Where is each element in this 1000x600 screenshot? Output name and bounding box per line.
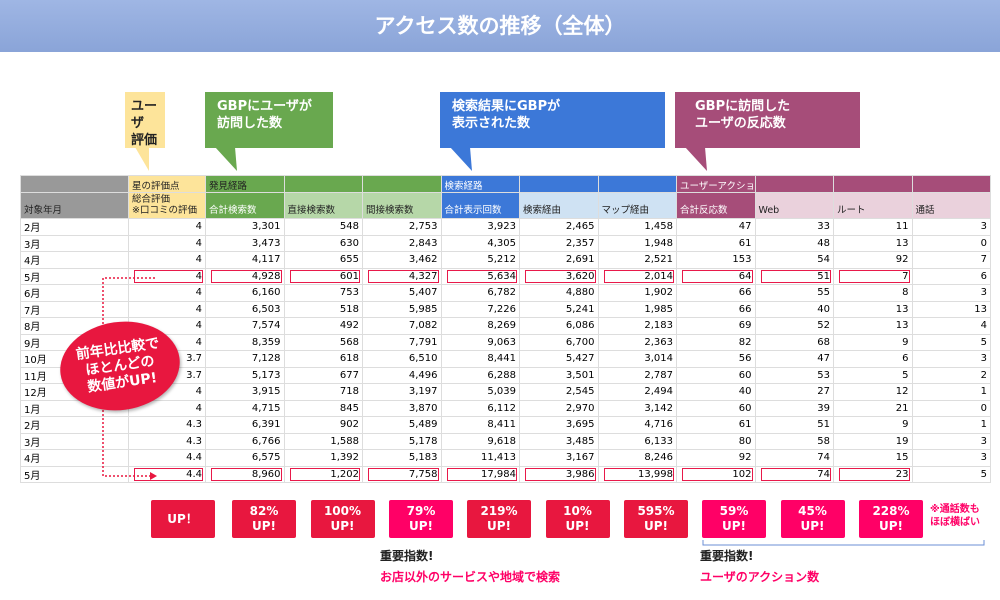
table-row: 3月 4 3,473 630 2,843 4,305 2,357 1,948 61 48 13 0 — [20, 234, 991, 252]
callout-text: 検索結果にGBPが 表示された数 — [452, 99, 561, 131]
change-badge: 10% UP! — [545, 500, 610, 538]
note-sub-1: お店以外のサービスや地域で検索 — [380, 570, 561, 584]
callout-tail — [450, 147, 472, 171]
note-title-1: 重要指数! — [380, 549, 434, 563]
callout-user-rating: ユーザ 評価 — [125, 92, 165, 171]
change-badge: 595% UP! — [624, 500, 688, 538]
column-header: 間接検索数 — [362, 192, 442, 219]
column-header: 対象年月 — [20, 192, 129, 219]
value-cell: 4,928 — [205, 267, 285, 285]
value-cell: 1,202 — [283, 465, 363, 483]
change-badge: 82% UP! — [232, 500, 296, 538]
value-cell: 17,984 — [440, 465, 520, 483]
value-cell: 5 — [911, 465, 991, 483]
month-cell: 5月 — [20, 465, 129, 483]
change-badge: 228% UP! — [859, 500, 923, 538]
table-row: 4月 4 4,117 655 3,462 5,212 2,691 2,521 153 54 92 7 — [20, 251, 991, 269]
table-row: 4月 4.4 6,575 1,392 5,183 11,413 3,167 8,246 92 74… — [20, 449, 991, 467]
table-row: 3月 4.3 6,766 1,588 5,178 9,618 3,485 6,133 80 58 1… — [20, 432, 991, 450]
column-header: 合計検索数 — [205, 192, 285, 219]
value-cell: 102 — [676, 465, 756, 483]
callout-tail — [685, 147, 707, 171]
change-badge: UP！ — [150, 500, 215, 538]
column-header: 検索経由 — [519, 192, 599, 219]
callout-text: ユーザ 評価 — [131, 99, 158, 148]
value-cell: 8,960 — [205, 465, 285, 483]
change-badge: 100% UP! — [310, 500, 375, 538]
callout-gbp-visits: GBPにユーザが 訪問した数 — [205, 92, 333, 171]
note-title-2: 重要指数! — [700, 549, 754, 563]
column-header: マップ経由 — [597, 192, 677, 219]
group-header — [283, 175, 363, 193]
group-header: 星の評価点 — [128, 175, 206, 193]
value-cell: 4.4 — [128, 465, 206, 483]
value-cell: 23 — [833, 465, 913, 483]
table-row: 7月 4 6,503 518 5,985 7,226 5,241 1,985 66 40 13 13 — [20, 300, 991, 318]
callout-search-impressions: 検索結果にGBPが 表示された数 — [440, 92, 665, 171]
table-row: 2月 4.3 6,391 902 5,489 8,411 3,695 4,716 61 51 9 1 — [20, 416, 991, 434]
callout-text: GBPにユーザが 訪問した数 — [217, 99, 312, 131]
column-header: 合計反応数 — [676, 192, 756, 219]
value-cell: 0 — [911, 234, 991, 252]
column-header: 直接検索数 — [283, 192, 363, 219]
note-sub-2: ユーザのアクション数 — [700, 570, 820, 584]
group-header — [519, 175, 599, 193]
call-note: ※通話数も ほぼ横ばい — [930, 504, 980, 528]
bubble-text: 前年比比較で ほとんどの 数値がUP! — [74, 334, 161, 396]
table-row: 1月 4 4,715 845 3,870 6,112 2,970 3,142 60 39 21 0 — [20, 399, 991, 417]
column-header: Web — [754, 192, 834, 219]
change-badge: 45% UP! — [780, 500, 845, 538]
change-badge: 219% UP! — [467, 500, 531, 538]
column-header: 総合評価 ※口コミの評価 — [128, 192, 206, 219]
callout-tail — [135, 147, 149, 171]
callout-text: GBPに訪問した ユーザの反応数 — [695, 99, 791, 131]
value-cell: 51 — [754, 267, 834, 285]
value-cell: 2,014 — [597, 267, 677, 285]
page-title: アクセス数の推移（全体） — [0, 0, 1000, 52]
value-cell: 13,998 — [597, 465, 677, 483]
value-cell: 3,986 — [519, 465, 599, 483]
table-row: 2月 4 3,301 548 2,753 3,923 2,465 1,458 47 33 11 3 — [20, 218, 991, 236]
callout-tail — [215, 147, 237, 171]
table-row: 5月 4.4 8,960 1,202 7,758 17,984 3,986 13,998 102… — [20, 465, 991, 483]
value-cell: 3 — [911, 218, 991, 236]
column-header: ルート — [833, 192, 913, 219]
column-header: 通話 — [911, 192, 991, 219]
value-cell: 4,327 — [362, 267, 442, 285]
callout-user-actions: GBPに訪問した ユーザの反応数 — [675, 92, 860, 171]
change-badge: 79% UP! — [389, 500, 453, 538]
change-badge: 59% UP! — [702, 500, 766, 538]
